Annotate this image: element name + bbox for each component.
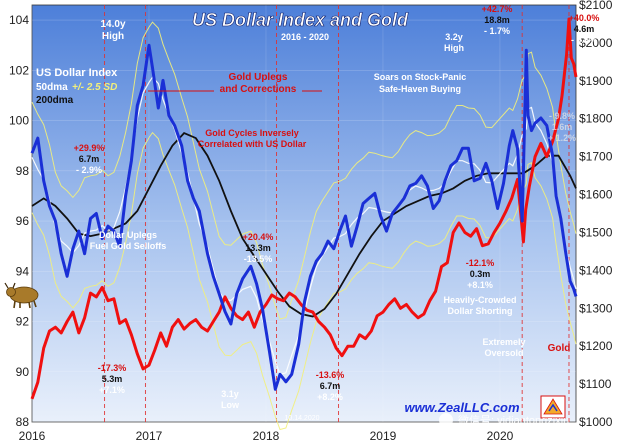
ann-gain-2020-c: - 1.7%: [484, 26, 510, 36]
ann-low-2018-b: Low: [221, 400, 240, 410]
ann-gain-2016-b: 6.7m: [79, 154, 100, 164]
ann-low-2020-b: Low: [590, 332, 609, 342]
ann-gain-2018-c: -13.5%: [244, 254, 273, 264]
chart-subtitle: 2016 - 2020: [281, 32, 329, 42]
ann-gain-2020b-b: 4.6m: [574, 24, 595, 34]
ticks-layer: 88 90 92 94 96 98 100 102 104 $1000 $1100 $1200 $130…: [9, 0, 613, 443]
y-left-tick-0: 88: [16, 415, 30, 429]
ann-gold-uplegs-a: Gold Uplegs: [229, 72, 288, 83]
ann-oversold-b: Oversold: [484, 348, 523, 358]
ann-oversold-a: Extremely: [482, 337, 525, 347]
date-stamp: 10.14.2020: [284, 415, 319, 422]
ann-faded-a: - 9.8%: [549, 111, 575, 121]
chart-title: US Dollar Index and Gold: [192, 10, 409, 30]
watermark-icon: [439, 413, 453, 427]
bull-logo: [4, 282, 39, 309]
y-right-tick-3: $1300: [579, 301, 613, 315]
x-tick-2: 2018: [253, 429, 280, 443]
ann-low-2018-a: 3.1y: [221, 389, 239, 399]
ann-high-2020-a: 3.2y: [445, 32, 463, 42]
ann-high-2017-a: 14.0y: [100, 19, 125, 30]
ann-gold-cycles-a: Gold Cycles Inversely: [205, 128, 299, 138]
ann-gold-cycles-b: Correlated with US Dollar: [198, 139, 307, 149]
ann-loss-2020-b: 0.3m: [470, 269, 491, 279]
ann-loss-2020-a: -12.1%: [466, 258, 495, 268]
legend: US Dollar Index 50dma +/- 2.5 SD 200dma: [36, 67, 118, 106]
y-right-tick-0: $1000: [579, 415, 613, 429]
ann-gold-label: Gold: [548, 343, 571, 354]
legend-usd: US Dollar Index: [36, 67, 118, 79]
watermark: 微信号: yidiantongzixiu: [439, 413, 569, 427]
y-right-tick-1: $1100: [579, 377, 612, 391]
ann-gain-2018-b: 13.3m: [245, 243, 271, 253]
ann-gain-2020-b: 18.8m: [484, 15, 510, 25]
ann-loss-2018-a: -13.6%: [316, 370, 345, 380]
legend-200dma: 200dma: [36, 95, 74, 106]
ann-gain-2016-a: +29.9%: [74, 143, 105, 153]
annotations: 14.0y High Gold Uplegs and Corrections G…: [74, 4, 609, 422]
y-left-tick-8: 104: [9, 13, 29, 27]
zeal-logo: [540, 395, 566, 419]
y-right-tick-2: $1200: [579, 339, 613, 353]
x-tick-1: 2017: [136, 429, 163, 443]
ann-loss-2018-b: 6.7m: [320, 381, 341, 391]
ann-soars-b: Safe-Haven Buying: [379, 84, 461, 94]
y-right-tick-5: $1500: [579, 225, 613, 239]
y-right-tick-8: $1800: [579, 112, 613, 126]
ann-gain-2020-a: +42.7%: [482, 4, 513, 14]
y-left-tick-5: 98: [16, 164, 30, 178]
ann-dollar-uplegs-b: Fuel Gold Selloffs: [90, 241, 167, 251]
ann-gain-2018-a: +20.4%: [243, 232, 274, 242]
ann-crowded-a: Heavily-Crowded: [443, 295, 516, 305]
ann-loss-2020-c: +8.1%: [467, 280, 493, 290]
ann-loss-2017-b: 5.3m: [102, 374, 123, 384]
y-left-tick-7: 102: [9, 63, 29, 77]
ann-high-2017-b: High: [102, 31, 124, 42]
y-left-tick-2: 92: [16, 315, 30, 329]
y-left-tick-6: 100: [9, 114, 29, 128]
ann-crowded-b: Dollar Shorting: [448, 306, 513, 316]
ann-low-2020-a: 2.3y: [590, 321, 608, 331]
ann-loss-2018-c: +8.2%: [317, 392, 343, 402]
series-line-usd: [30, 43, 578, 391]
ann-soars-a: Soars on Stock-Panic: [374, 72, 467, 82]
ann-dollar-uplegs-a: Dollar Uplegs: [99, 230, 157, 240]
legend-band: +/- 2.5 SD: [72, 82, 117, 93]
watermark-text: 微信号: yidiantongzixiu: [458, 413, 569, 427]
ann-faded-b: 1.6m: [552, 122, 573, 132]
ann-loss-2017-a: -17.3%: [98, 363, 127, 373]
y-left-tick-1: 90: [16, 365, 30, 379]
legend-50dma: 50dma: [36, 82, 68, 93]
series-layer: [30, 17, 578, 400]
ann-gold-uplegs-b: and Corrections: [220, 84, 297, 95]
y-right-tick-7: $1700: [579, 150, 613, 164]
x-tick-0: 2016: [19, 429, 46, 443]
ann-gain-2020b-a: +40.0%: [569, 13, 600, 23]
series-line-gold: [30, 17, 578, 400]
y-right-tick-6: $1600: [579, 188, 613, 202]
band-upper-line: [31, 21, 577, 320]
y-right-tick-10: $2000: [579, 36, 613, 50]
ann-gain-2020b-c: - 9.6%: [571, 35, 597, 45]
website-label: www.ZealLLC.com: [404, 400, 520, 415]
y-right-tick-4: $1400: [579, 263, 613, 277]
x-tick-4: 2020: [487, 429, 514, 443]
x-tick-3: 2019: [370, 429, 397, 443]
ann-faded-c: + 1.2%: [548, 133, 576, 143]
ann-gain-2016-c: - 2.9%: [76, 165, 102, 175]
y-left-tick-3: 94: [16, 264, 30, 278]
ann-high-2020-b: High: [444, 43, 464, 53]
ann-loss-2017-c: +7.1%: [99, 385, 125, 395]
y-left-tick-4: 96: [16, 214, 30, 228]
y-right-tick-11: $2100: [579, 0, 613, 12]
y-right-tick-9: $1900: [579, 74, 613, 88]
